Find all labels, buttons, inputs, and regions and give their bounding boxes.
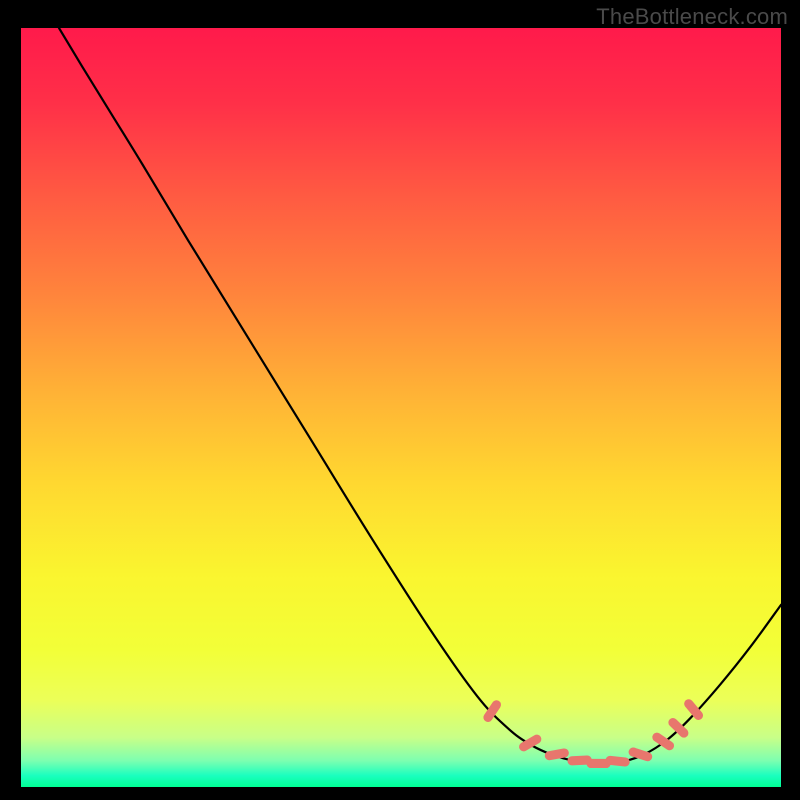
chart-svg: [21, 28, 781, 787]
gradient-background: [21, 28, 781, 787]
plot-frame: [21, 28, 781, 787]
stage: TheBottleneck.com: [0, 0, 800, 800]
watermark-text: TheBottleneck.com: [596, 4, 788, 30]
plot-area: [21, 28, 781, 787]
